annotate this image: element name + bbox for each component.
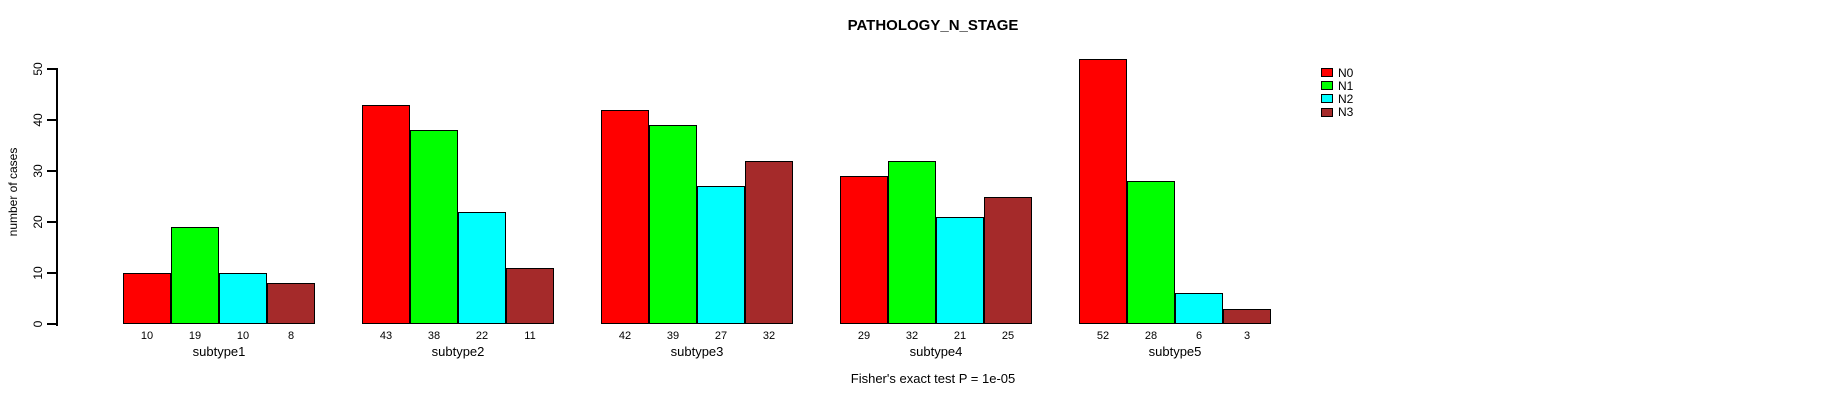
category-label-subtype1: subtype1 bbox=[192, 344, 246, 359]
bar-N3-subtype3 bbox=[745, 160, 793, 324]
bar-N2-subtype5 bbox=[1175, 293, 1223, 324]
bar-value-label: 52 bbox=[1096, 330, 1110, 342]
y-tick bbox=[47, 323, 57, 325]
bar-value-label: 32 bbox=[905, 330, 919, 342]
y-tick bbox=[47, 221, 57, 223]
bar-N2-subtype1 bbox=[219, 273, 267, 324]
bar-value-label: 25 bbox=[1001, 330, 1015, 342]
bar-N3-subtype4 bbox=[984, 196, 1032, 324]
bar-N0-subtype4 bbox=[840, 176, 888, 324]
bar-value-label: 8 bbox=[287, 330, 295, 342]
y-tick bbox=[47, 170, 57, 172]
bar-N0-subtype2 bbox=[362, 104, 410, 324]
bar-value-label: 39 bbox=[666, 330, 680, 342]
bar-N3-subtype5 bbox=[1223, 308, 1271, 324]
bar-N3-subtype2 bbox=[506, 267, 554, 324]
y-tick-label-text: 40 bbox=[31, 113, 45, 127]
bar-N2-subtype2 bbox=[458, 211, 506, 324]
legend-item-N3: N3 bbox=[1321, 105, 1354, 120]
bar-value-label: 10 bbox=[236, 330, 250, 342]
y-tick-label-text: 0 bbox=[31, 320, 45, 328]
bar-value-label: 29 bbox=[857, 330, 871, 342]
legend-item-N0: N0 bbox=[1321, 65, 1354, 80]
bar-value-label: 3 bbox=[1243, 330, 1251, 342]
category-label-subtype3: subtype3 bbox=[670, 344, 724, 359]
bar-value-label: 21 bbox=[953, 330, 967, 342]
legend-label: N0 bbox=[1338, 65, 1354, 80]
bar-N1-subtype5 bbox=[1127, 181, 1175, 324]
bar-N3-subtype1 bbox=[267, 283, 315, 324]
legend-item-N2: N2 bbox=[1321, 91, 1354, 106]
chart-title: PATHOLOGY_N_STAGE bbox=[847, 17, 1019, 34]
stat-annotation: Fisher's exact test P = 1e-05 bbox=[850, 371, 1016, 386]
bar-N1-subtype3 bbox=[649, 125, 697, 324]
y-tick bbox=[47, 272, 57, 274]
bar-N1-subtype4 bbox=[888, 160, 936, 324]
bar-value-label: 19 bbox=[188, 330, 202, 342]
bar-value-label: 32 bbox=[762, 330, 776, 342]
legend-label: N3 bbox=[1338, 105, 1354, 120]
bar-N0-subtype5 bbox=[1079, 58, 1127, 324]
category-label-subtype2: subtype2 bbox=[431, 344, 485, 359]
bar-value-label: 27 bbox=[714, 330, 728, 342]
bar-value-label: 6 bbox=[1195, 330, 1203, 342]
bar-value-label: 43 bbox=[379, 330, 393, 342]
legend-label: N1 bbox=[1338, 78, 1354, 93]
bar-value-label: 42 bbox=[618, 330, 632, 342]
legend-swatch-N3 bbox=[1321, 107, 1333, 117]
legend-swatch-N1 bbox=[1321, 81, 1333, 91]
bar-value-label: 11 bbox=[524, 330, 536, 342]
bar-N1-subtype1 bbox=[171, 227, 219, 324]
legend-swatch-N2 bbox=[1321, 94, 1333, 104]
bar-value-label: 38 bbox=[427, 330, 441, 342]
legend-item-N1: N1 bbox=[1321, 78, 1354, 93]
y-tick bbox=[47, 68, 57, 70]
category-label-subtype4: subtype4 bbox=[909, 344, 963, 359]
bar-N2-subtype3 bbox=[697, 186, 745, 324]
bar-N1-subtype2 bbox=[410, 130, 458, 324]
y-tick-label-text: 30 bbox=[31, 164, 45, 178]
legend-label: N2 bbox=[1338, 91, 1354, 106]
bar-value-label: 10 bbox=[140, 330, 154, 342]
legend-swatch-N0 bbox=[1321, 68, 1333, 78]
category-label-subtype5: subtype5 bbox=[1148, 344, 1202, 359]
y-axis-line bbox=[56, 68, 58, 326]
bar-value-label: 22 bbox=[475, 330, 489, 342]
y-tick-label-text: 50 bbox=[31, 62, 45, 76]
y-tick-label-text: 20 bbox=[31, 215, 45, 229]
legend: N0 N1 N2 N3 bbox=[1321, 66, 1353, 119]
bar-N0-subtype1 bbox=[123, 273, 171, 324]
bar-N0-subtype3 bbox=[601, 109, 649, 324]
y-tick-label-text: 10 bbox=[31, 266, 45, 280]
y-tick bbox=[47, 119, 57, 121]
bar-value-label: 28 bbox=[1144, 330, 1158, 342]
bar-N2-subtype4 bbox=[936, 216, 984, 324]
y-axis-title-text: number of cases bbox=[6, 147, 20, 237]
